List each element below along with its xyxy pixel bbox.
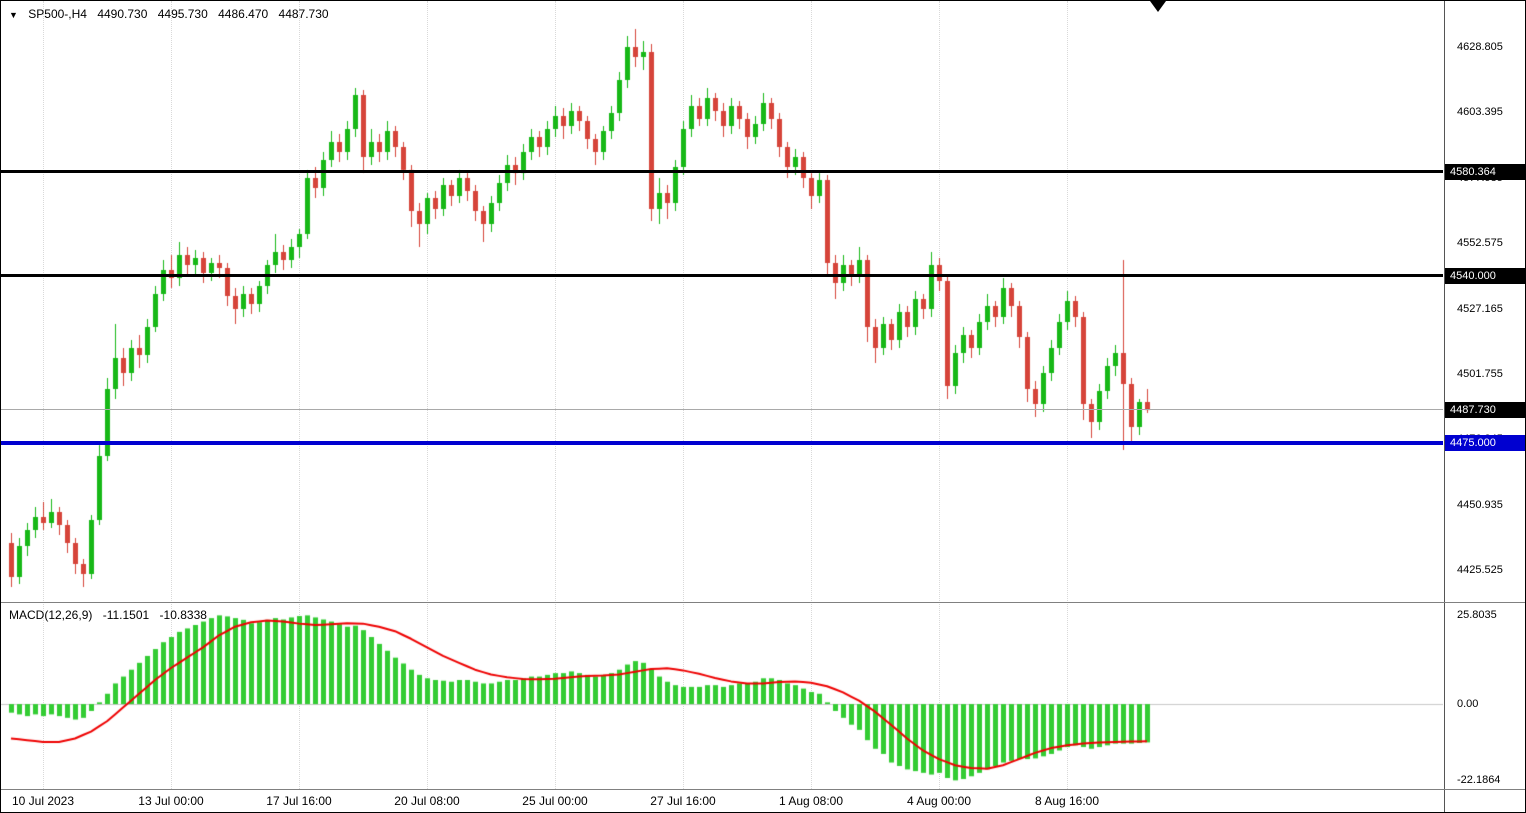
price-chart-canvas[interactable] [1, 1, 1443, 602]
price-tick-label: 4603.395 [1457, 106, 1503, 118]
chart-header: ▼ SP500-,H4 4490.730 4495.730 4486.470 4… [9, 7, 336, 21]
chart-shift-icon[interactable] [1150, 1, 1166, 12]
time-tick-label: 27 Jul 16:00 [650, 794, 716, 808]
macd-panel[interactable]: MACD(12,26,9) -11.1501 -10.8338 [1, 603, 1443, 789]
symbol-period-label: SP500-,H4 [28, 7, 87, 21]
price-tick-label: 4501.755 [1457, 368, 1503, 380]
price-tick-label: 4450.935 [1457, 499, 1503, 511]
ohlc-high: 4495.730 [157, 7, 208, 21]
price-label-4540: 4540.000 [1445, 268, 1525, 284]
time-tick-label: 17 Jul 16:00 [266, 794, 332, 808]
macd-indicator-label: MACD(12,26,9) -11.1501 -10.8338 [9, 608, 214, 622]
time-tick-label: 10 Jul 2023 [11, 794, 75, 808]
macd-name: MACD(12,26,9) [9, 608, 93, 622]
panel-divider[interactable] [1, 602, 1525, 603]
time-axis: 10 Jul 2023 13 Jul 00:00 17 Jul 16:00 20 Ju… [1, 790, 1443, 812]
price-axis: 4628.8054603.3954577.9854552.5754527.165… [1444, 1, 1525, 812]
time-tick-label: 25 Jul 00:00 [522, 794, 588, 808]
time-axis-divider [1, 789, 1525, 790]
ohlc-open: 4490.730 [97, 7, 148, 21]
macd-tick-label: 25.8035 [1457, 609, 1497, 621]
macd-canvas[interactable] [1, 603, 1443, 789]
macd-value-main: -11.1501 [102, 608, 150, 622]
time-tick-label: 20 Jul 08:00 [394, 794, 460, 808]
time-tick-label: 4 Aug 00:00 [906, 794, 972, 808]
price-tick-label: 4628.805 [1457, 41, 1503, 53]
price-tick-label: 4425.525 [1457, 564, 1503, 576]
price-label-current: 4487.730 [1445, 402, 1525, 418]
time-tick-label: 1 Aug 08:00 [778, 794, 844, 808]
macd-tick-label: 0.00 [1457, 698, 1479, 710]
price-panel[interactable]: ▼ SP500-,H4 4490.730 4495.730 4486.470 4… [1, 1, 1443, 602]
price-tick-label: 4552.575 [1457, 237, 1503, 249]
price-tick-label: 4527.165 [1457, 303, 1503, 315]
price-label-4475: 4475.000 [1445, 435, 1525, 451]
symbol-dropdown-icon: ▼ [9, 10, 18, 20]
macd-value-signal: -10.8338 [159, 608, 207, 622]
time-tick-label: 8 Aug 16:00 [1034, 794, 1100, 808]
ohlc-low: 4486.470 [218, 7, 269, 21]
time-tick-label: 13 Jul 00:00 [138, 794, 204, 808]
bid-price-line[interactable] [1, 409, 1443, 410]
resistance-line-4580[interactable] [1, 170, 1443, 173]
price-label-4580: 4580.364 [1445, 164, 1525, 180]
support-line-4475[interactable] [1, 441, 1443, 445]
macd-tick-label: -22.1864 [1457, 774, 1501, 786]
resistance-line-4540[interactable] [1, 274, 1443, 277]
ohlc-close: 4487.730 [278, 7, 329, 21]
